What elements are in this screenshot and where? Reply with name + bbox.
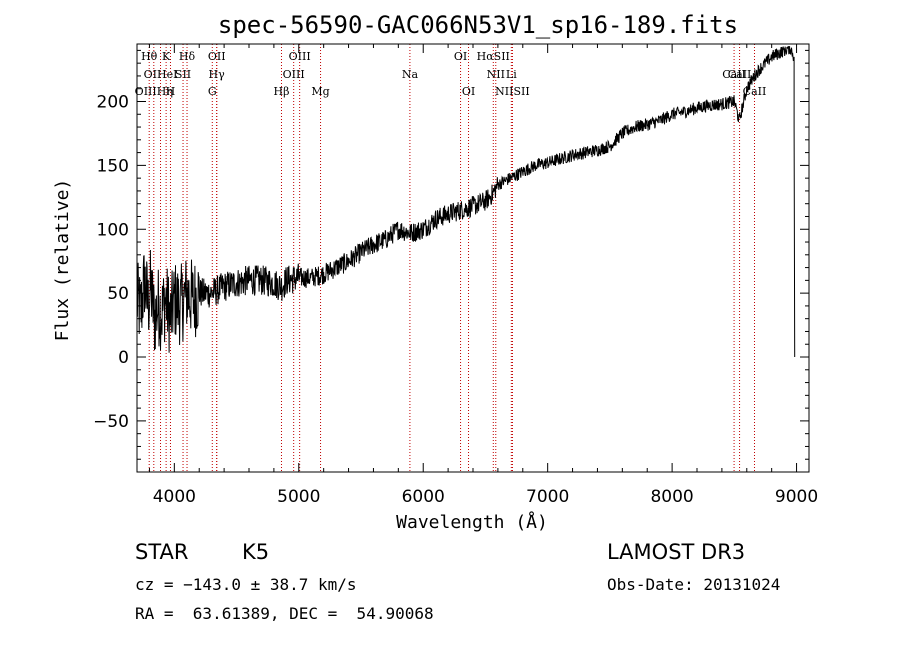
spectral-line-label: OIHeI	[144, 68, 178, 81]
x-tick-label: 5000	[277, 487, 320, 507]
spectral-line-label: HαSII	[477, 50, 510, 63]
spectral-line-label: Mg	[311, 85, 329, 98]
spectral-line-label: K	[162, 50, 171, 63]
y-tick-label: −50	[93, 412, 129, 432]
coordinates: RA = 63.61389, DEC = 54.90068	[135, 604, 434, 623]
x-tick-label: 7000	[526, 487, 569, 507]
y-tick-label: 200	[97, 92, 129, 112]
spectral-line-label: Hδ	[179, 50, 196, 63]
spectral-line-label: G	[208, 85, 217, 98]
spectral-line-label: NIISII	[495, 85, 530, 98]
spectral-line-label: Hβ	[274, 85, 290, 98]
spectral-line-label: OIIIHη	[135, 85, 173, 98]
chart-title: spec-56590-GAC066N53V1_sp16-189.fits	[218, 11, 738, 39]
spectral-line-label: Hγ	[209, 68, 226, 81]
spectral-line-label: NII	[487, 68, 505, 81]
spectral-line-label: Li	[506, 68, 517, 81]
spectral-line-label: OIII	[283, 68, 305, 81]
spectral-line-label: OII	[208, 50, 226, 63]
x-tick-label: 8000	[650, 487, 693, 507]
object-subclass: K5	[242, 540, 270, 564]
spectral-line-label: Hθ	[141, 50, 158, 63]
survey-name: LAMOST DR3	[607, 540, 746, 564]
spectral-line-label: CaII	[722, 68, 746, 81]
observation-date: Obs-Date: 20131024	[607, 575, 781, 594]
y-tick-label: 150	[97, 156, 129, 176]
spectral-line-label: OI	[454, 50, 467, 63]
x-tick-label: 4000	[153, 487, 196, 507]
y-tick-label: 100	[97, 220, 129, 240]
spectral-line-label: CaII	[728, 68, 752, 81]
spectral-line-label: H	[166, 85, 176, 98]
x-tick-label: 9000	[775, 487, 818, 507]
redshift-cz: cz = −143.0 ± 38.7 km/s	[135, 575, 357, 594]
spectral-line-label: SII	[175, 68, 191, 81]
object-class: STAR	[135, 540, 189, 564]
y-tick-label: 50	[107, 284, 129, 304]
y-tick-label: 0	[118, 348, 129, 368]
spectral-line-label: OI	[462, 85, 475, 98]
x-tick-label: 6000	[402, 487, 445, 507]
y-axis-label: Flux (relative)	[52, 179, 73, 342]
x-axis-label: Wavelength (Å)	[396, 511, 548, 533]
flux-series-line	[136, 46, 796, 358]
spectral-line-label: Na	[402, 68, 419, 81]
spectral-line-label: OIII	[289, 50, 311, 63]
